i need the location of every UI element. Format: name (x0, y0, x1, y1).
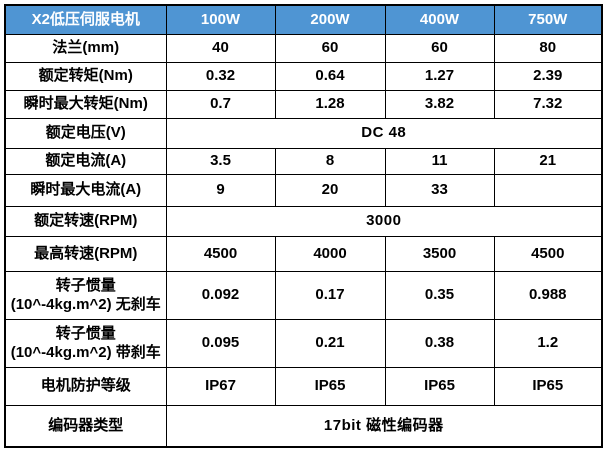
cell-value: IP65 (384, 366, 495, 406)
table-row: 电机防护等级 IP67 IP65 IP65 IP65 (4, 366, 603, 406)
row-label: 额定电流(A) (4, 147, 167, 175)
cell-value: IP67 (165, 366, 276, 406)
table-row: 瞬时最大电流(A) 9 20 33 (4, 173, 603, 207)
motor-spec-table: X2低压伺服电机 100W 200W 400W 750W 法兰(mm) 40 60 6… (4, 4, 603, 448)
cell-value: 21 (493, 147, 603, 175)
row-label: 电机防护等级 (4, 366, 167, 406)
row-label: 最高转速(RPM) (4, 235, 167, 272)
cell-value: 4500 (493, 235, 603, 272)
column-header-750w: 750W (493, 4, 603, 35)
merged-cell-value: 3000 (165, 205, 603, 237)
cell-value: 8 (274, 147, 386, 175)
row-label: 瞬时最大电流(A) (4, 173, 167, 207)
cell-value: 3.82 (384, 89, 495, 119)
table-row: 转子惯量(10^-4kg.m^2) 无刹车 0.092 0.17 0.35 0.988 (4, 270, 603, 320)
cell-value: 3.5 (165, 147, 276, 175)
column-header-200w: 200W (274, 4, 386, 35)
row-label: 转子惯量(10^-4kg.m^2) 带刹车 (4, 318, 167, 368)
cell-value: 0.17 (274, 270, 386, 320)
table-row: 法兰(mm) 40 60 60 80 (4, 33, 603, 63)
table-row: 额定转矩(Nm) 0.32 0.64 1.27 2.39 (4, 61, 603, 91)
cell-value: 3500 (384, 235, 495, 272)
cell-value: 1.27 (384, 61, 495, 91)
cell-value: 0.64 (274, 61, 386, 91)
cell-value: 0.21 (274, 318, 386, 368)
cell-value: 0.32 (165, 61, 276, 91)
row-label: 转子惯量(10^-4kg.m^2) 无刹车 (4, 270, 167, 320)
cell-value: 80 (493, 33, 603, 63)
cell-value: 0.35 (384, 270, 495, 320)
cell-value: 2.39 (493, 61, 603, 91)
table-row: 额定电压(V) DC 48 (4, 117, 603, 149)
cell-value: 9 (165, 173, 276, 207)
table-row: 额定转速(RPM) 3000 (4, 205, 603, 237)
table-row: 额定电流(A) 3.5 8 11 21 (4, 147, 603, 175)
row-label: 额定电压(V) (4, 117, 167, 149)
cell-value: 0.988 (493, 270, 603, 320)
column-header-400w: 400W (384, 4, 495, 35)
cell-value: 0.095 (165, 318, 276, 368)
merged-cell-value: DC 48 (165, 117, 603, 149)
row-label: 额定转矩(Nm) (4, 61, 167, 91)
cell-value: 1.28 (274, 89, 386, 119)
column-header-100w: 100W (165, 4, 276, 35)
row-label: 瞬时最大转矩(Nm) (4, 89, 167, 119)
cell-value: IP65 (493, 366, 603, 406)
table-row: 编码器类型 17bit 磁性编码器 (4, 404, 603, 448)
cell-value: 1.2 (493, 318, 603, 368)
cell-value: 20 (274, 173, 386, 207)
cell-value: 33 (384, 173, 495, 207)
cell-value: 4000 (274, 235, 386, 272)
row-label: 编码器类型 (4, 404, 167, 448)
table-row: 转子惯量(10^-4kg.m^2) 带刹车 0.095 0.21 0.38 1.2 (4, 318, 603, 368)
cell-value: 40 (165, 33, 276, 63)
cell-value: 4500 (165, 235, 276, 272)
table-body: 法兰(mm) 40 60 60 80 额定转矩(Nm) 0.32 0.64 1.27 2.39 瞬时… (4, 33, 603, 448)
table-row: 最高转速(RPM) 4500 4000 3500 4500 (4, 235, 603, 272)
table-title: X2低压伺服电机 (4, 4, 167, 35)
cell-value: IP65 (274, 366, 386, 406)
cell-value: 60 (384, 33, 495, 63)
cell-value: 0.092 (165, 270, 276, 320)
cell-value (493, 173, 603, 207)
merged-cell-value: 17bit 磁性编码器 (165, 404, 603, 448)
row-label: 额定转速(RPM) (4, 205, 167, 237)
cell-value: 7.32 (493, 89, 603, 119)
cell-value: 11 (384, 147, 495, 175)
cell-value: 0.38 (384, 318, 495, 368)
table-header-row: X2低压伺服电机 100W 200W 400W 750W (4, 4, 603, 35)
table-row: 瞬时最大转矩(Nm) 0.7 1.28 3.82 7.32 (4, 89, 603, 119)
cell-value: 60 (274, 33, 386, 63)
row-label: 法兰(mm) (4, 33, 167, 63)
cell-value: 0.7 (165, 89, 276, 119)
